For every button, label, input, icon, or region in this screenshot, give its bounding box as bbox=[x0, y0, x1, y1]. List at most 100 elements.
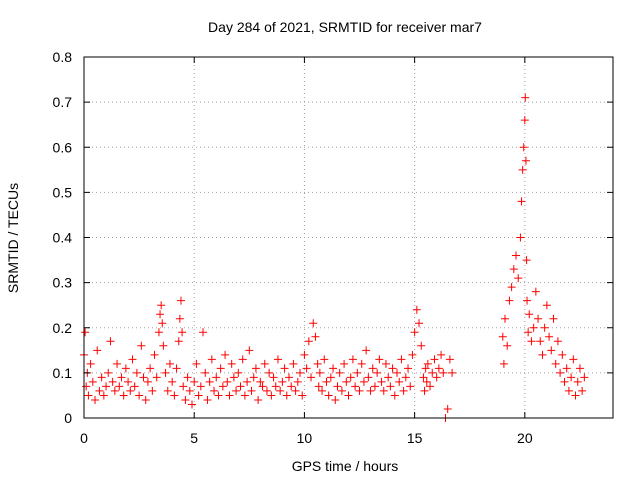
data-point bbox=[498, 332, 507, 341]
data-point bbox=[522, 256, 531, 265]
data-point bbox=[406, 382, 415, 391]
data-point bbox=[542, 301, 551, 310]
y-tick-label: 0.2 bbox=[53, 320, 73, 336]
data-point bbox=[521, 156, 530, 165]
chart-title: Day 284 of 2021, SRMTID for receiver mar… bbox=[208, 19, 482, 35]
data-point bbox=[150, 350, 159, 359]
data-point bbox=[82, 382, 91, 391]
data-point bbox=[132, 368, 141, 377]
data-point bbox=[359, 377, 368, 386]
data-point bbox=[108, 377, 117, 386]
data-point bbox=[298, 391, 307, 400]
data-point bbox=[499, 359, 508, 368]
data-point bbox=[524, 328, 533, 337]
data-point bbox=[159, 341, 168, 350]
data-point bbox=[249, 373, 258, 382]
data-point bbox=[399, 386, 408, 395]
data-point bbox=[564, 386, 573, 395]
data-point bbox=[251, 364, 260, 373]
data-point bbox=[558, 350, 567, 359]
data-point bbox=[168, 377, 177, 386]
data-point bbox=[419, 373, 428, 382]
data-point bbox=[351, 382, 360, 391]
data-point bbox=[505, 296, 514, 305]
data-point bbox=[223, 377, 232, 386]
data-point bbox=[520, 116, 529, 125]
data-point bbox=[216, 364, 225, 373]
data-point bbox=[370, 382, 379, 391]
x-tick-label: 20 bbox=[517, 430, 533, 446]
data-point bbox=[348, 355, 357, 364]
data-point bbox=[163, 386, 172, 395]
data-point bbox=[84, 391, 93, 400]
data-point bbox=[578, 386, 587, 395]
data-point bbox=[199, 328, 208, 337]
data-point bbox=[340, 359, 349, 368]
data-point bbox=[178, 328, 187, 337]
data-point bbox=[254, 395, 263, 404]
data-point bbox=[278, 377, 287, 386]
data-point bbox=[521, 93, 530, 102]
data-point bbox=[243, 377, 252, 386]
data-point bbox=[247, 386, 256, 395]
data-point bbox=[445, 355, 454, 364]
data-point bbox=[258, 382, 267, 391]
data-point bbox=[531, 287, 540, 296]
data-point bbox=[553, 337, 562, 346]
data-point bbox=[280, 364, 289, 373]
data-point bbox=[307, 373, 316, 382]
data-point bbox=[245, 346, 254, 355]
x-tick-label: 0 bbox=[80, 430, 88, 446]
data-point bbox=[106, 337, 115, 346]
data-point bbox=[143, 377, 152, 386]
data-point bbox=[318, 386, 327, 395]
data-point bbox=[121, 364, 130, 373]
data-point bbox=[157, 301, 166, 310]
y-tick-label: 0.1 bbox=[53, 365, 73, 381]
data-point bbox=[512, 251, 521, 260]
data-point bbox=[175, 314, 184, 323]
y-tick-label: 0.4 bbox=[53, 230, 73, 246]
data-point bbox=[333, 382, 342, 391]
data-point bbox=[172, 364, 181, 373]
data-point bbox=[271, 382, 280, 391]
data-point bbox=[571, 391, 580, 400]
data-point bbox=[540, 323, 549, 332]
data-point bbox=[309, 319, 318, 328]
data-point bbox=[417, 341, 426, 350]
data-point bbox=[547, 346, 556, 355]
data-point bbox=[201, 368, 210, 377]
data-point bbox=[326, 373, 335, 382]
data-point bbox=[284, 373, 293, 382]
data-point bbox=[503, 341, 512, 350]
data-point bbox=[311, 332, 320, 341]
data-point bbox=[335, 368, 344, 377]
data-point bbox=[282, 391, 291, 400]
data-point bbox=[514, 274, 523, 283]
data-point bbox=[379, 386, 388, 395]
data-point bbox=[430, 355, 439, 364]
data-point bbox=[300, 350, 309, 359]
data-point bbox=[331, 395, 340, 404]
data-point bbox=[384, 373, 393, 382]
data-point bbox=[260, 359, 269, 368]
data-point bbox=[381, 359, 390, 368]
data-point bbox=[386, 382, 395, 391]
data-point bbox=[575, 364, 584, 373]
data-point bbox=[314, 382, 323, 391]
data-point bbox=[146, 364, 155, 373]
data-point bbox=[527, 337, 536, 346]
data-point bbox=[265, 368, 274, 377]
data-point bbox=[549, 314, 558, 323]
data-point bbox=[426, 382, 435, 391]
data-point bbox=[366, 386, 375, 395]
data-point bbox=[81, 328, 90, 337]
data-point bbox=[401, 373, 410, 382]
data-point bbox=[346, 373, 355, 382]
data-point bbox=[95, 386, 104, 395]
data-point bbox=[404, 364, 413, 373]
data-point bbox=[397, 355, 406, 364]
grid-lines bbox=[84, 57, 613, 418]
data-point bbox=[437, 350, 446, 359]
